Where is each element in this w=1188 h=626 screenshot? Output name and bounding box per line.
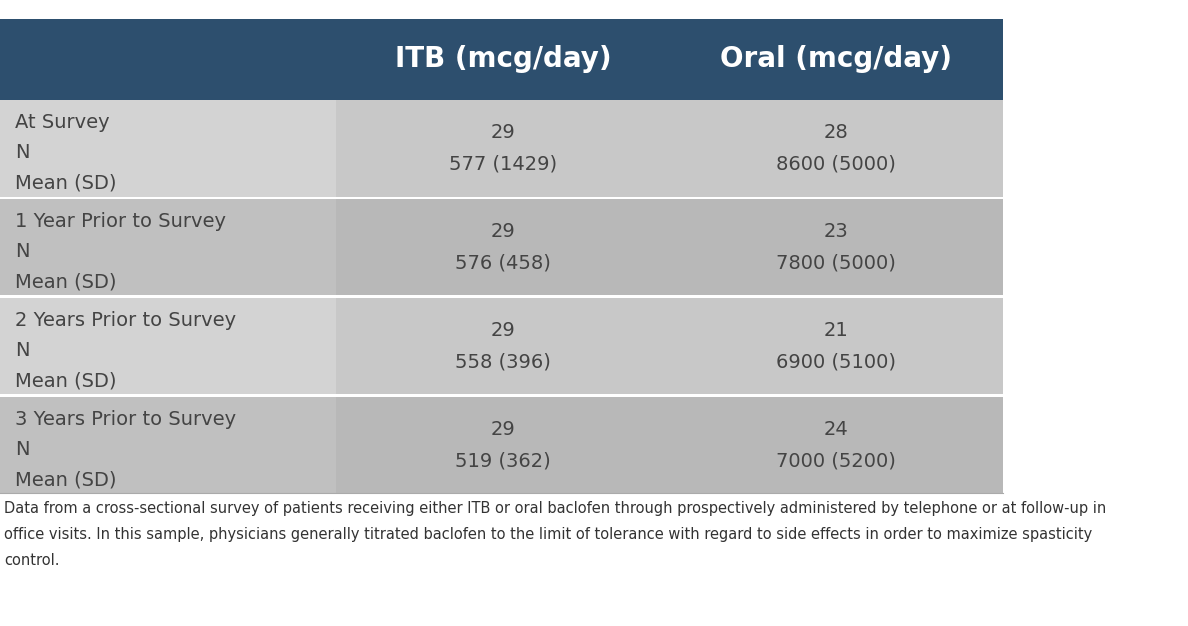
Text: N: N <box>15 341 30 360</box>
Text: 577 (1429): 577 (1429) <box>449 155 557 173</box>
Text: 7800 (5000): 7800 (5000) <box>777 254 896 272</box>
Bar <box>0 199 1003 295</box>
Text: control.: control. <box>4 553 59 568</box>
Text: Mean (SD): Mean (SD) <box>15 272 116 292</box>
Text: 21: 21 <box>824 321 848 340</box>
Text: N: N <box>15 242 30 261</box>
Text: 576 (458): 576 (458) <box>455 254 551 272</box>
Text: ITB (mcg/day): ITB (mcg/day) <box>394 46 611 73</box>
Text: 29: 29 <box>491 222 516 241</box>
Text: 28: 28 <box>824 123 848 142</box>
Text: 7000 (5200): 7000 (5200) <box>777 451 896 470</box>
Text: 24: 24 <box>824 420 848 439</box>
Bar <box>0 100 1003 197</box>
Bar <box>670 397 1003 493</box>
Text: Mean (SD): Mean (SD) <box>15 371 116 391</box>
Text: 6900 (5100): 6900 (5100) <box>776 352 896 371</box>
Bar <box>0 397 1003 493</box>
Text: 23: 23 <box>824 222 848 241</box>
Text: office visits. In this sample, physicians generally titrated baclofen to the lim: office visits. In this sample, physician… <box>4 527 1092 542</box>
Text: 2 Years Prior to Survey: 2 Years Prior to Survey <box>15 311 236 330</box>
Text: At Survey: At Survey <box>15 113 109 132</box>
Text: 29: 29 <box>491 123 516 142</box>
Text: Oral (mcg/day): Oral (mcg/day) <box>720 46 953 73</box>
Bar <box>670 298 1003 394</box>
Bar <box>0 298 1003 394</box>
Bar <box>670 199 1003 295</box>
Text: 558 (396): 558 (396) <box>455 352 551 371</box>
Text: 29: 29 <box>491 321 516 340</box>
Text: 519 (362): 519 (362) <box>455 451 551 470</box>
Text: 1 Year Prior to Survey: 1 Year Prior to Survey <box>15 212 226 231</box>
Bar <box>336 199 670 295</box>
Text: Mean (SD): Mean (SD) <box>15 470 116 490</box>
Text: 29: 29 <box>491 420 516 439</box>
Text: 8600 (5000): 8600 (5000) <box>777 155 896 173</box>
Bar <box>670 100 1003 197</box>
Text: 3 Years Prior to Survey: 3 Years Prior to Survey <box>15 410 236 429</box>
Bar <box>336 397 670 493</box>
Text: Data from a cross-sectional survey of patients receiving either ITB or oral bacl: Data from a cross-sectional survey of pa… <box>4 501 1106 516</box>
Bar <box>336 100 670 197</box>
Text: N: N <box>15 143 30 162</box>
Bar <box>0 19 1003 100</box>
Text: Mean (SD): Mean (SD) <box>15 173 116 193</box>
Bar <box>336 298 670 394</box>
Text: N: N <box>15 440 30 459</box>
